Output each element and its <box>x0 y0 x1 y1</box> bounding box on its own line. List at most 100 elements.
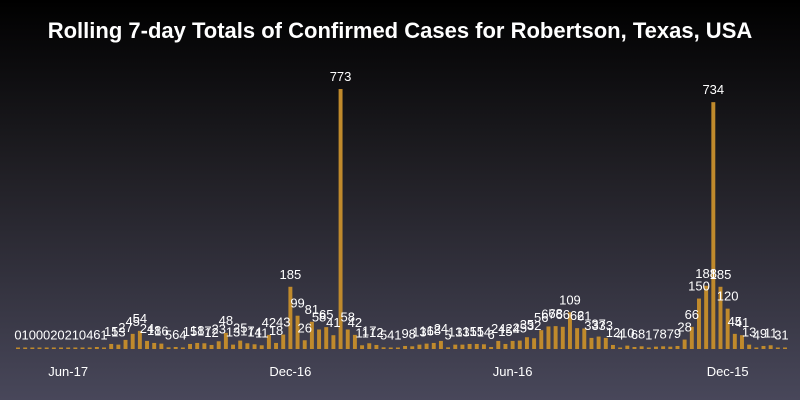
bar <box>496 340 501 349</box>
bar <box>675 345 680 349</box>
data-label: 12 <box>606 325 620 340</box>
data-label: 45 <box>125 314 139 329</box>
bar <box>37 347 42 349</box>
data-label: 11 <box>255 325 269 340</box>
bar <box>546 326 551 349</box>
bar <box>216 341 221 349</box>
bar <box>331 335 336 349</box>
data-label: 150 <box>688 279 710 294</box>
x-tick-label: Jun-16 <box>493 364 533 379</box>
bar <box>689 326 694 349</box>
bar <box>245 343 250 349</box>
data-label: 16 <box>419 324 433 339</box>
data-label: 185 <box>280 267 302 282</box>
bar <box>783 347 787 349</box>
data-label: 9 <box>401 326 408 341</box>
bar <box>259 345 264 349</box>
bar <box>180 347 185 349</box>
bar <box>718 286 723 349</box>
bar <box>747 344 752 349</box>
bar <box>274 342 279 349</box>
bar <box>646 347 651 349</box>
bar <box>51 347 56 349</box>
data-label: 7 <box>667 327 674 342</box>
bar <box>632 346 637 349</box>
data-label: 9 <box>760 326 767 341</box>
data-label: 15 <box>183 324 197 339</box>
data-label: 62 <box>570 308 584 323</box>
bar <box>137 330 142 349</box>
data-label: 773 <box>330 69 352 84</box>
bar <box>44 347 49 349</box>
data-label: 32 <box>527 318 541 333</box>
data-label: 8 <box>660 326 667 341</box>
data-label: 0 <box>43 328 50 343</box>
data-label: 16 <box>154 324 168 339</box>
data-label: 4 <box>86 328 93 343</box>
bar <box>295 315 300 349</box>
data-label: 0 <box>57 328 64 343</box>
data-label: 734 <box>702 82 724 97</box>
data-label: 35 <box>520 317 534 332</box>
data-label: 58 <box>341 309 355 324</box>
data-label: 0 <box>36 328 43 343</box>
bar <box>388 347 393 349</box>
bar <box>589 337 594 349</box>
data-label: 24 <box>140 321 154 336</box>
bar <box>381 347 386 349</box>
data-label: 12 <box>204 325 218 340</box>
data-label: 42 <box>262 315 276 330</box>
data-label: 56 <box>534 310 548 325</box>
data-label: 25 <box>513 321 527 336</box>
data-label: 18 <box>147 323 161 338</box>
data-label: 2 <box>50 328 57 343</box>
data-label: 61 <box>577 308 591 323</box>
data-label: 10 <box>620 326 634 341</box>
data-label: 11 <box>355 325 369 340</box>
data-label: 1 <box>645 328 652 343</box>
data-label: 99 <box>290 296 304 311</box>
x-tick-label: Dec-15 <box>707 364 749 379</box>
data-label: 0 <box>79 328 86 343</box>
data-label: 66 <box>556 307 570 322</box>
bar <box>123 339 128 349</box>
data-label: 81 <box>305 302 319 317</box>
bar <box>610 344 615 349</box>
bar <box>761 345 766 349</box>
bar <box>73 347 78 349</box>
bar <box>338 89 343 349</box>
data-label: 67 <box>541 306 555 321</box>
data-label: 13 <box>742 325 756 340</box>
data-label: 23 <box>211 321 225 336</box>
data-label: 58 <box>312 309 326 324</box>
data-label: 1 <box>100 328 107 343</box>
data-label: 43 <box>276 315 290 330</box>
bar <box>202 343 207 349</box>
data-label: 3 <box>774 328 781 343</box>
data-label: 45 <box>728 314 742 329</box>
bar <box>625 345 630 349</box>
data-label: 24 <box>505 321 519 336</box>
bar <box>87 347 92 349</box>
x-tick-label: Jun-17 <box>48 364 88 379</box>
bar <box>560 326 565 349</box>
data-label: 9 <box>674 326 681 341</box>
data-label: 6 <box>172 327 179 342</box>
data-label: 5 <box>165 327 172 342</box>
bar <box>539 330 544 349</box>
bar <box>23 347 28 349</box>
bar <box>238 340 243 349</box>
data-label: 42 <box>348 315 362 330</box>
data-label: 1 <box>22 328 29 343</box>
bar <box>417 344 422 349</box>
data-label: 4 <box>753 328 760 343</box>
bar <box>66 347 71 349</box>
bar <box>30 347 35 349</box>
data-label: 4 <box>617 328 624 343</box>
bar <box>266 334 271 349</box>
bar <box>102 347 106 349</box>
bar <box>524 337 529 349</box>
data-label: 27 <box>118 320 132 335</box>
data-label: 4 <box>387 328 394 343</box>
